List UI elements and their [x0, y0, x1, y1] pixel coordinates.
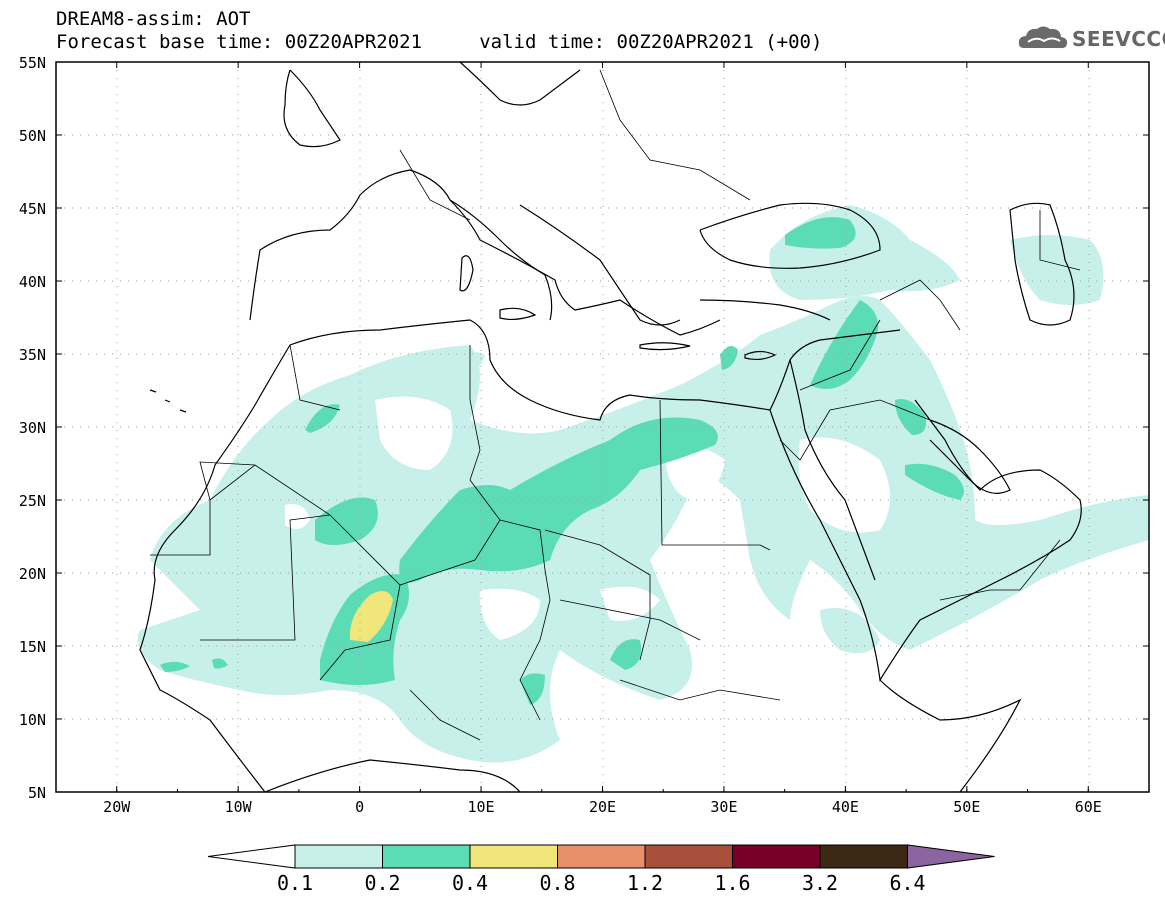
- lat-tick-label: 50N: [19, 127, 46, 145]
- lon-tick-label: 0: [355, 798, 364, 816]
- longitude-axis: 20W 10W 0 10E 20E 30E 40E 50E 60E: [55, 62, 1150, 816]
- colorbar: 0.1 0.2 0.4 0.8 1.2 1.6 3.2 6.4: [207, 844, 995, 895]
- lon-tick-label: 30E: [710, 798, 737, 816]
- lat-tick-label: 30N: [19, 419, 46, 437]
- coastlines: [139, 62, 1082, 792]
- colorbar-label: 0.2: [364, 871, 400, 895]
- colorbar-label: 3.2: [802, 871, 838, 895]
- aot-holes: [285, 380, 890, 640]
- gridlines: [56, 62, 1149, 792]
- lat-tick-label: 45N: [19, 200, 46, 218]
- colorbar-under-arrow: [207, 844, 296, 869]
- colorbar-box: [557, 844, 646, 869]
- colorbar-label: 1.2: [627, 871, 663, 895]
- colorbar-box: [819, 844, 908, 869]
- colorbar-box: [294, 844, 383, 869]
- lon-tick-label: 50E: [953, 798, 980, 816]
- logo-text: SEEVCCC: [1072, 27, 1165, 51]
- lat-tick-label: 25N: [19, 492, 46, 510]
- lon-tick-label: 10W: [225, 798, 253, 816]
- lat-tick-label: 15N: [19, 638, 46, 656]
- seevccc-logo: SEEVCCC: [1016, 24, 1165, 54]
- colorbar-label: 1.6: [714, 871, 750, 895]
- latitude-axis: 55N 50N 45N 40N 35N 30N 25N 20N 15N 10N 5N: [19, 54, 1149, 802]
- lat-tick-label: 55N: [19, 54, 46, 72]
- map-title: DREAM8-assim: AOT: [56, 8, 251, 30]
- colorbar-box: [644, 844, 733, 869]
- colorbar-box: [382, 844, 471, 869]
- forecast-time-line: Forecast base time: 00Z20APR2021 valid t…: [56, 31, 823, 53]
- colorbar-box: [469, 844, 558, 869]
- lat-tick-label: 20N: [19, 565, 46, 583]
- aot-field: [137, 205, 1149, 763]
- lon-tick-label: 40E: [832, 798, 859, 816]
- lat-tick-label: 40N: [19, 273, 46, 291]
- colorbar-over-arrow: [907, 844, 995, 869]
- colorbar-label: 6.4: [889, 871, 925, 895]
- lon-tick-label: 20W: [103, 798, 131, 816]
- lat-tick-label: 10N: [19, 711, 46, 729]
- colorbar-label: 0.4: [452, 871, 488, 895]
- country-borders: [150, 69, 1081, 741]
- lon-tick-label: 60E: [1075, 798, 1102, 816]
- lon-tick-label: 20E: [589, 798, 616, 816]
- aot-shading-0.4: [349, 591, 393, 642]
- lat-tick-label: 5N: [28, 784, 46, 802]
- lon-tick-label: 10E: [468, 798, 495, 816]
- lat-tick-label: 35N: [19, 346, 46, 364]
- cloud-icon: [1018, 26, 1068, 49]
- colorbar-box: [732, 844, 821, 869]
- colorbar-label: 0.8: [539, 871, 575, 895]
- colorbar-label: 0.1: [277, 871, 313, 895]
